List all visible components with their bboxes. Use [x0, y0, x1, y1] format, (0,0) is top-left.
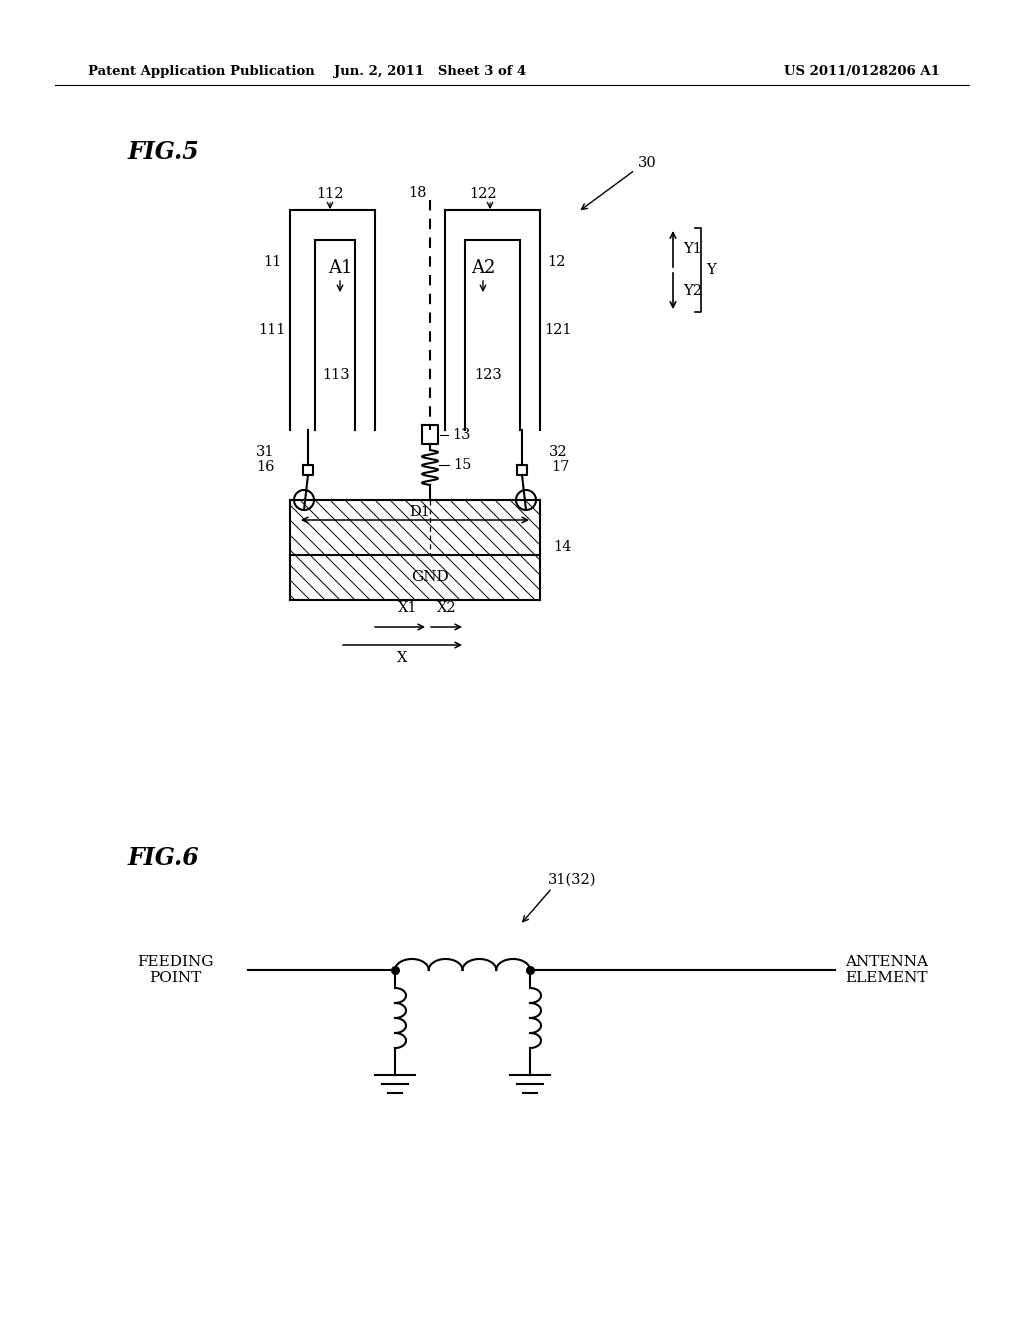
Text: 16: 16	[257, 459, 275, 474]
Text: 15: 15	[453, 458, 471, 473]
Text: FIG.5: FIG.5	[128, 140, 200, 164]
Text: 113: 113	[323, 368, 350, 381]
Text: 31: 31	[256, 445, 274, 459]
Text: 122: 122	[469, 187, 497, 201]
Text: 18: 18	[409, 186, 427, 201]
Text: 12: 12	[547, 255, 565, 269]
Text: A2: A2	[471, 259, 496, 277]
Text: Jun. 2, 2011   Sheet 3 of 4: Jun. 2, 2011 Sheet 3 of 4	[334, 66, 526, 78]
Text: A1: A1	[328, 259, 352, 277]
Text: GND: GND	[411, 570, 449, 583]
Text: 31(32): 31(32)	[548, 873, 597, 887]
Text: ANTENNA
ELEMENT: ANTENNA ELEMENT	[845, 954, 928, 985]
Text: US 2011/0128206 A1: US 2011/0128206 A1	[784, 66, 940, 78]
Text: 32: 32	[549, 445, 567, 459]
Text: 111: 111	[258, 323, 286, 337]
Text: D1: D1	[410, 506, 430, 519]
Text: Patent Application Publication: Patent Application Publication	[88, 66, 314, 78]
Text: 17: 17	[551, 459, 569, 474]
Text: 14: 14	[553, 540, 571, 554]
Text: Y2: Y2	[683, 284, 702, 298]
Text: 112: 112	[316, 187, 344, 201]
Text: X2: X2	[437, 601, 457, 615]
Text: FIG.6: FIG.6	[128, 846, 200, 870]
Text: Y: Y	[706, 263, 716, 277]
Text: FEEDING
POINT: FEEDING POINT	[137, 954, 213, 985]
Text: 11: 11	[263, 255, 282, 269]
Text: X: X	[397, 651, 408, 665]
Text: 123: 123	[474, 368, 502, 381]
Text: 121: 121	[544, 323, 571, 337]
Text: 30: 30	[638, 156, 656, 170]
Text: X1: X1	[398, 601, 418, 615]
Text: Y1: Y1	[683, 242, 701, 256]
Text: 13: 13	[452, 428, 470, 442]
